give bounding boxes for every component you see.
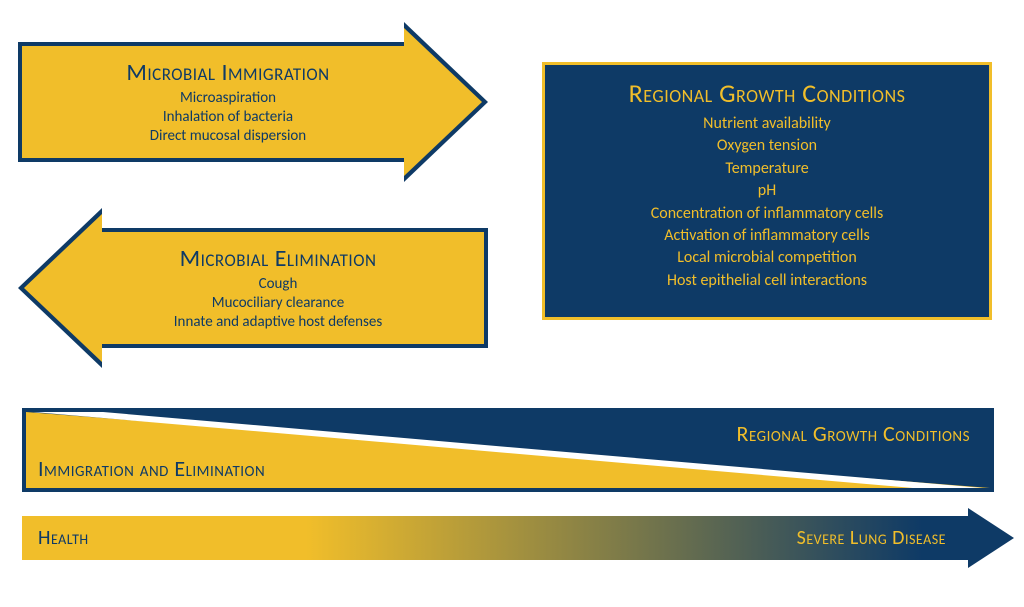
gradient-left-label: Health [38, 526, 89, 550]
elimination-item: Cough [174, 275, 382, 294]
immigration-content: Microbial Immigration Microaspiration In… [18, 42, 438, 162]
split-bar-bottom-label: Immigration and Elimination [38, 455, 265, 482]
regional-item: Nutrient availability [651, 113, 883, 135]
immigration-list: Microaspiration Inhalation of bacteria D… [150, 89, 306, 145]
elimination-item: Innate and adaptive host defenses [174, 313, 382, 332]
immigration-item: Inhalation of bacteria [150, 108, 306, 127]
elimination-item: Mucociliary clearance [174, 294, 382, 313]
elimination-arrow: Microbial Elimination Cough Mucociliary … [18, 208, 488, 368]
regional-list: Nutrient availability Oxygen tension Tem… [651, 113, 883, 292]
split-bar: Regional Growth Conditions Immigration a… [22, 408, 994, 492]
regional-item: Temperature [651, 158, 883, 180]
elimination-list: Cough Mucociliary clearance Innate and a… [174, 275, 382, 331]
immigration-title: Microbial Immigration [126, 58, 329, 87]
regional-item: Concentration of inflammatory cells [651, 203, 883, 225]
immigration-arrow: Microbial Immigration Microaspiration In… [18, 22, 488, 182]
gradient-right-label: Severe Lung Disease [797, 526, 946, 550]
gradient-arrow: Health Severe Lung Disease [22, 516, 1016, 560]
split-bar-top-label: Regional Growth Conditions [737, 420, 970, 447]
immigration-item: Direct mucosal dispersion [150, 127, 306, 146]
immigration-item: Microaspiration [150, 89, 306, 108]
regional-item: Local microbial competition [651, 247, 883, 269]
regional-item: Activation of inflammatory cells [651, 225, 883, 247]
regional-title: Regional Growth Conditions [629, 77, 906, 109]
gradient-arrow-tip [968, 508, 1014, 568]
regional-growth-box: Regional Growth Conditions Nutrient avai… [542, 62, 992, 320]
regional-item: Host epithelial cell interactions [651, 270, 883, 292]
regional-item: pH [651, 180, 883, 202]
elimination-title: Microbial Elimination [180, 244, 377, 273]
elimination-content: Microbial Elimination Cough Mucociliary … [68, 228, 488, 348]
regional-item: Oxygen tension [651, 135, 883, 157]
